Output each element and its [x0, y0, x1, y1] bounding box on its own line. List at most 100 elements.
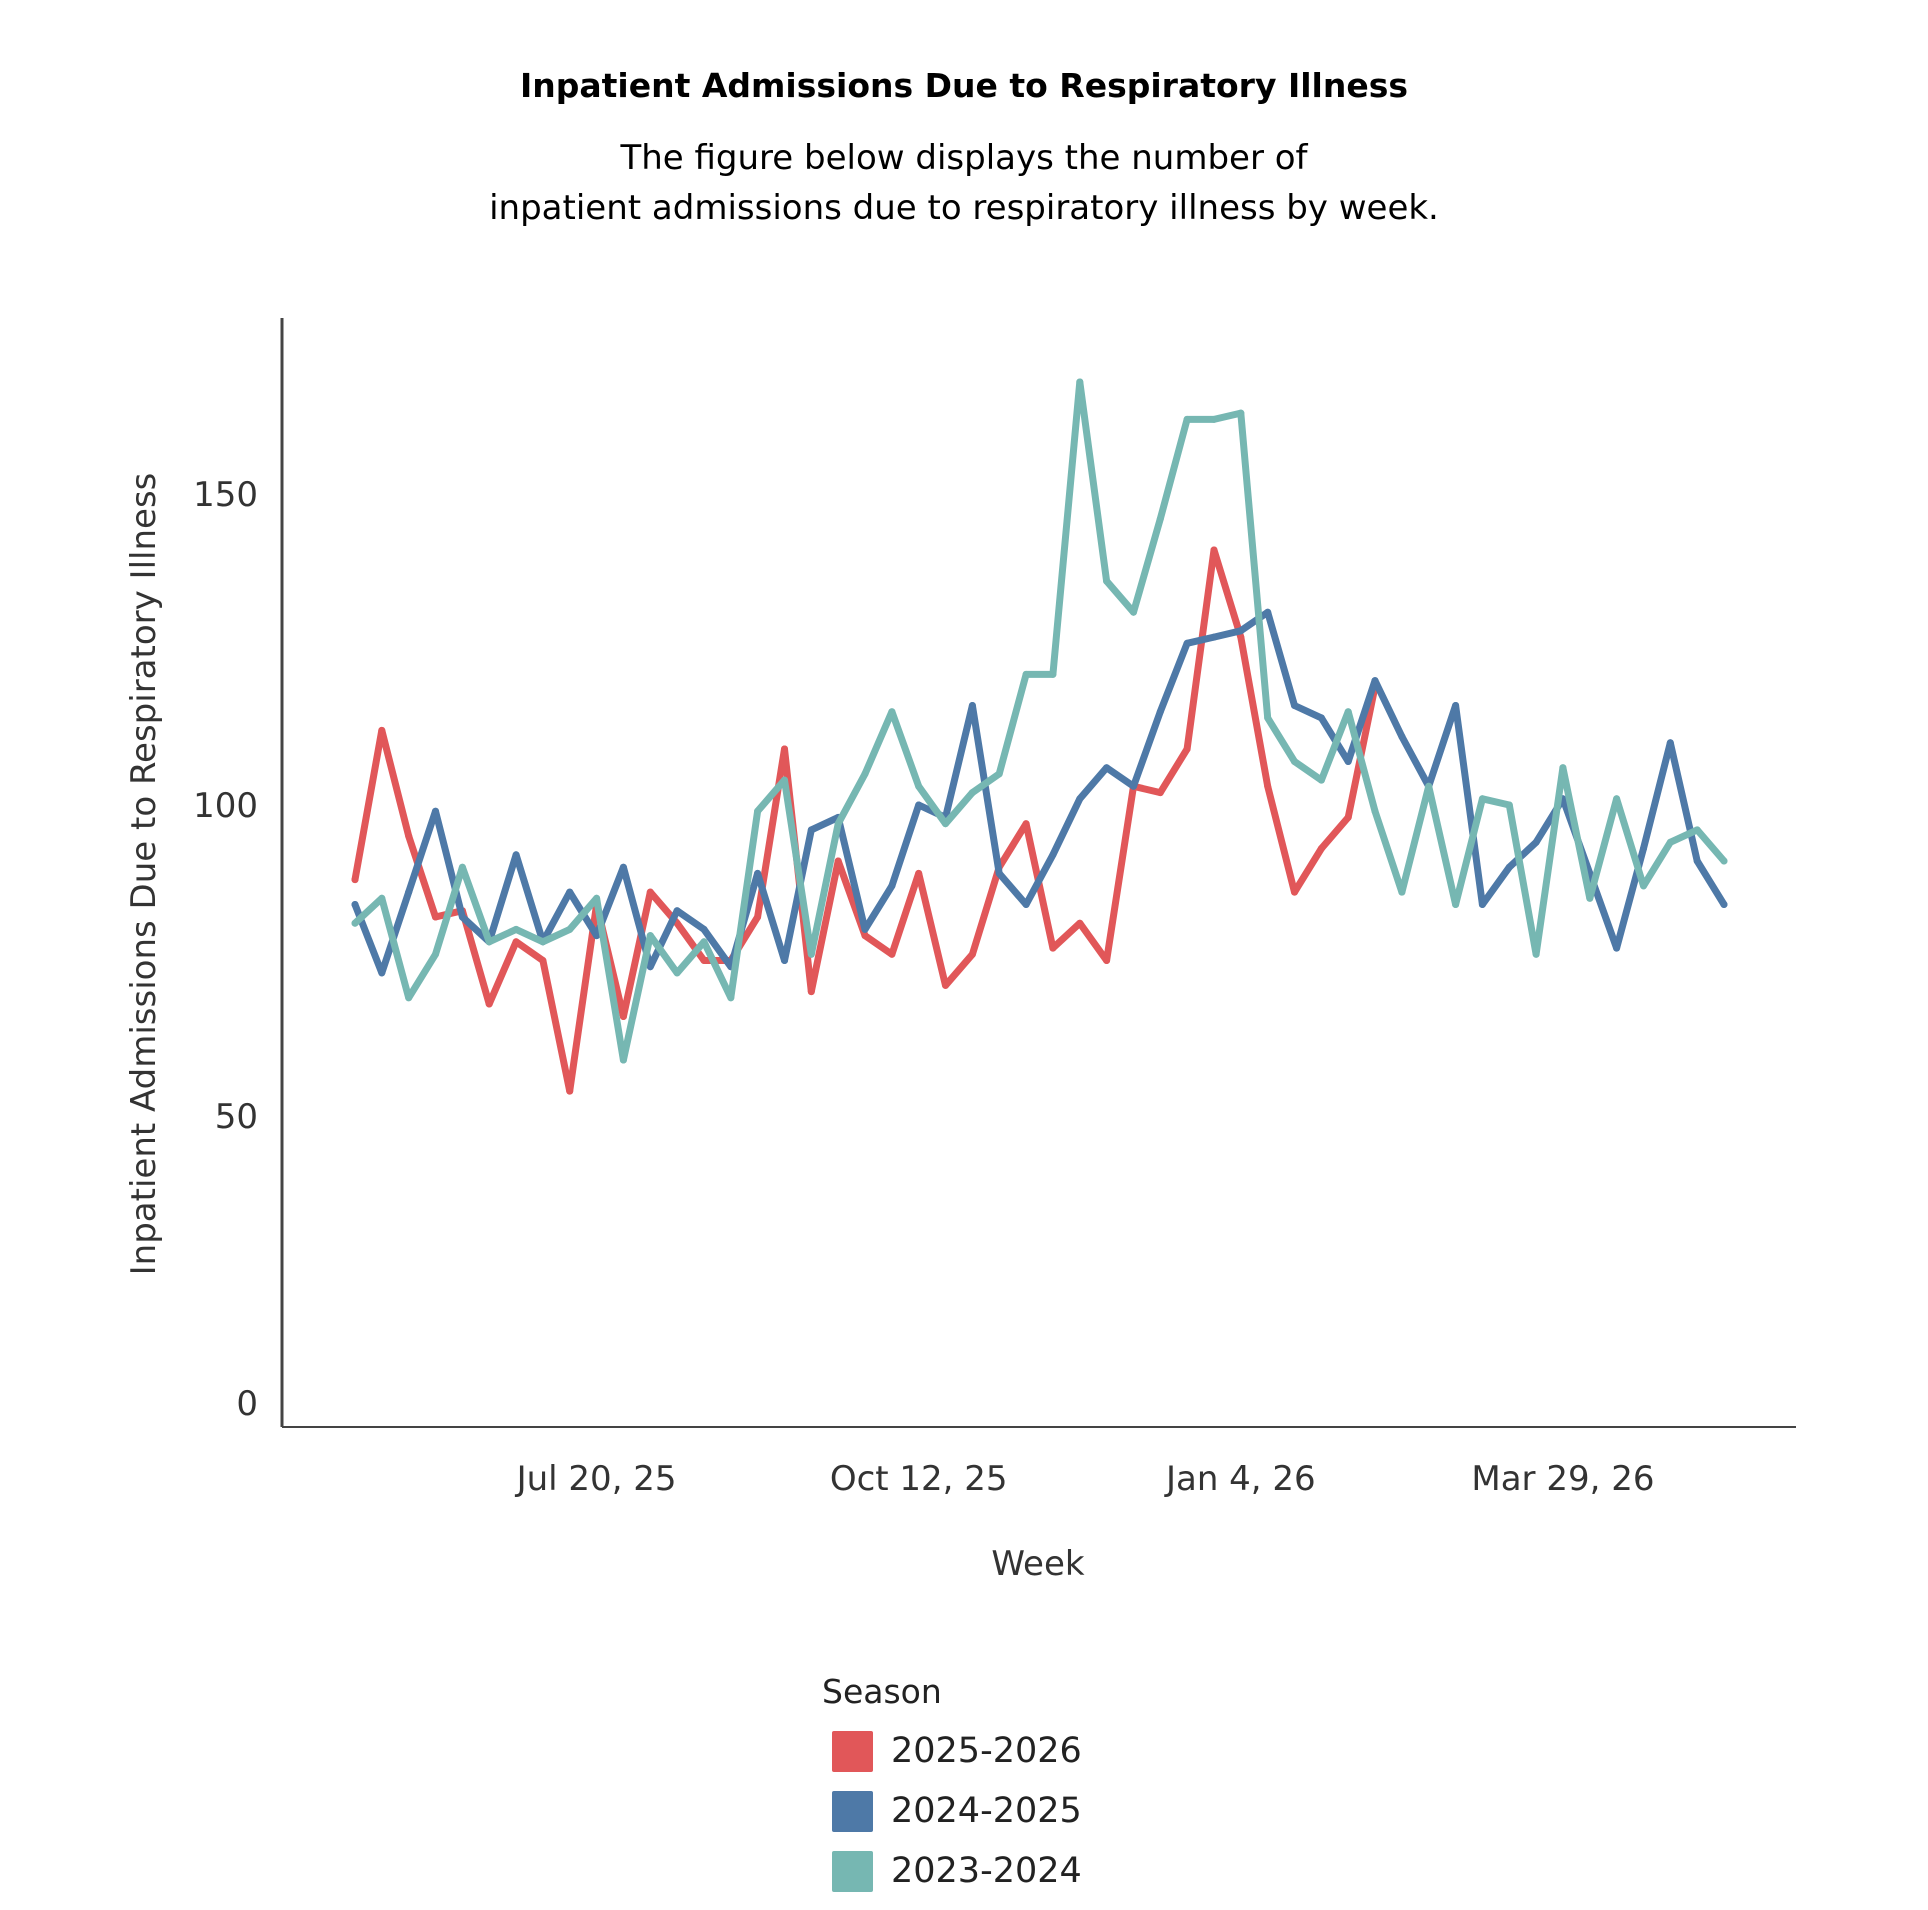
data-point-2023-2024[interactable] — [1076, 378, 1084, 386]
data-point-2023-2024[interactable] — [995, 770, 1003, 778]
data-point-2025-2026[interactable] — [1049, 944, 1057, 952]
legend-item-2025-2026[interactable]: 2025-2026 — [832, 1721, 1082, 1781]
data-point-2025-2026[interactable] — [807, 988, 815, 996]
data-point-2023-2024[interactable] — [1183, 415, 1191, 423]
data-point-2023-2024[interactable] — [700, 938, 708, 946]
data-point-2024-2025[interactable] — [512, 851, 520, 859]
data-point-2025-2026[interactable] — [351, 876, 359, 884]
data-point-2023-2024[interactable] — [458, 863, 466, 871]
data-point-2023-2024[interactable] — [781, 776, 788, 784]
data-point-2025-2026[interactable] — [1291, 888, 1298, 896]
data-point-2023-2024[interactable] — [1559, 764, 1567, 772]
data-point-2025-2026[interactable] — [1103, 957, 1111, 964]
data-point-2024-2025[interactable] — [915, 801, 923, 809]
legend-item-2023-2024[interactable]: 2023-2024 — [832, 1841, 1082, 1901]
data-point-2025-2026[interactable] — [619, 1013, 627, 1020]
data-point-2023-2024[interactable] — [1210, 415, 1218, 423]
data-point-2024-2025[interactable] — [888, 882, 896, 890]
data-point-2025-2026[interactable] — [566, 1087, 574, 1095]
data-point-2025-2026[interactable] — [1264, 782, 1272, 790]
data-point-2023-2024[interactable] — [834, 820, 842, 828]
data-point-2025-2026[interactable] — [1210, 546, 1218, 554]
data-point-2024-2025[interactable] — [1049, 851, 1057, 859]
data-point-2024-2025[interactable] — [861, 925, 869, 933]
data-point-2023-2024[interactable] — [1398, 888, 1406, 896]
data-point-2024-2025[interactable] — [700, 925, 708, 933]
data-point-2024-2025[interactable] — [673, 907, 681, 915]
data-point-2023-2024[interactable] — [1130, 608, 1137, 616]
series-line-2023-2024[interactable] — [351, 378, 1728, 1064]
data-point-2024-2025[interactable] — [1103, 764, 1111, 772]
data-point-2025-2026[interactable] — [432, 913, 439, 921]
data-point-2024-2025[interactable] — [1720, 901, 1728, 908]
data-point-2024-2025[interactable] — [1210, 633, 1218, 641]
data-point-2023-2024[interactable] — [888, 708, 896, 716]
data-point-2023-2024[interactable] — [646, 932, 654, 940]
data-point-2023-2024[interactable] — [673, 969, 681, 977]
data-point-2023-2024[interactable] — [968, 789, 976, 797]
data-point-2024-2025[interactable] — [1291, 702, 1298, 709]
data-point-2025-2026[interactable] — [942, 981, 949, 989]
data-point-2024-2025[interactable] — [781, 957, 788, 964]
data-point-2023-2024[interactable] — [1613, 795, 1621, 803]
data-point-2025-2026[interactable] — [1022, 820, 1030, 828]
data-point-2024-2025[interactable] — [405, 888, 413, 896]
data-point-2023-2024[interactable] — [1371, 807, 1379, 815]
data-point-2024-2025[interactable] — [1264, 608, 1272, 616]
data-point-2023-2024[interactable] — [1478, 795, 1486, 803]
data-point-2023-2024[interactable] — [1505, 801, 1513, 809]
data-point-2024-2025[interactable] — [432, 807, 439, 815]
data-point-2024-2025[interactable] — [351, 901, 359, 908]
data-point-2023-2024[interactable] — [1237, 409, 1245, 417]
data-point-2024-2025[interactable] — [566, 888, 574, 896]
data-point-2023-2024[interactable] — [1425, 782, 1433, 790]
data-point-2024-2025[interactable] — [1532, 838, 1540, 846]
data-point-2024-2025[interactable] — [968, 702, 976, 709]
data-point-2025-2026[interactable] — [861, 932, 869, 940]
data-point-2023-2024[interactable] — [1103, 577, 1111, 585]
data-point-2024-2025[interactable] — [619, 863, 627, 871]
data-point-2025-2026[interactable] — [378, 726, 386, 734]
data-point-2024-2025[interactable] — [1478, 901, 1486, 908]
data-point-2024-2025[interactable] — [1371, 677, 1379, 685]
data-point-2025-2026[interactable] — [1156, 789, 1164, 797]
data-point-2023-2024[interactable] — [1049, 670, 1057, 678]
data-point-2023-2024[interactable] — [915, 782, 923, 790]
data-point-2023-2024[interactable] — [1720, 857, 1728, 865]
series-line-2025-2026[interactable] — [351, 546, 1379, 1095]
data-point-2024-2025[interactable] — [1130, 782, 1137, 790]
data-point-2024-2025[interactable] — [1344, 758, 1352, 765]
data-point-2023-2024[interactable] — [619, 1056, 627, 1064]
data-point-2023-2024[interactable] — [1022, 670, 1030, 678]
data-point-2023-2024[interactable] — [512, 925, 520, 933]
data-point-2024-2025[interactable] — [646, 963, 654, 971]
data-point-2024-2025[interactable] — [458, 913, 466, 921]
data-point-2023-2024[interactable] — [1640, 882, 1647, 890]
data-point-2025-2026[interactable] — [1317, 845, 1325, 852]
data-point-2024-2025[interactable] — [593, 932, 601, 940]
data-point-2025-2026[interactable] — [485, 1000, 493, 1008]
data-point-2025-2026[interactable] — [1183, 745, 1191, 753]
data-point-2024-2025[interactable] — [995, 869, 1003, 877]
data-point-2024-2025[interactable] — [1317, 714, 1325, 722]
data-point-2024-2025[interactable] — [1452, 702, 1460, 709]
data-point-2024-2025[interactable] — [1613, 944, 1621, 952]
legend-item-2024-2025[interactable]: 2024-2025 — [832, 1781, 1082, 1841]
data-point-2024-2025[interactable] — [1156, 708, 1164, 716]
data-point-2025-2026[interactable] — [754, 913, 762, 921]
data-point-2023-2024[interactable] — [593, 894, 601, 902]
data-point-2025-2026[interactable] — [1237, 633, 1245, 641]
data-point-2024-2025[interactable] — [1693, 857, 1701, 865]
data-point-2023-2024[interactable] — [539, 938, 547, 946]
data-point-2023-2024[interactable] — [432, 950, 439, 958]
data-point-2024-2025[interactable] — [1237, 627, 1245, 635]
data-point-2023-2024[interactable] — [727, 994, 735, 1002]
data-point-2023-2024[interactable] — [754, 807, 762, 815]
data-point-2025-2026[interactable] — [968, 950, 976, 958]
data-point-2025-2026[interactable] — [1344, 813, 1352, 821]
data-point-2023-2024[interactable] — [1666, 838, 1674, 846]
data-point-2024-2025[interactable] — [1183, 639, 1191, 647]
data-point-2025-2026[interactable] — [781, 745, 788, 753]
data-point-2024-2025[interactable] — [1022, 901, 1030, 908]
data-point-2023-2024[interactable] — [807, 950, 815, 958]
